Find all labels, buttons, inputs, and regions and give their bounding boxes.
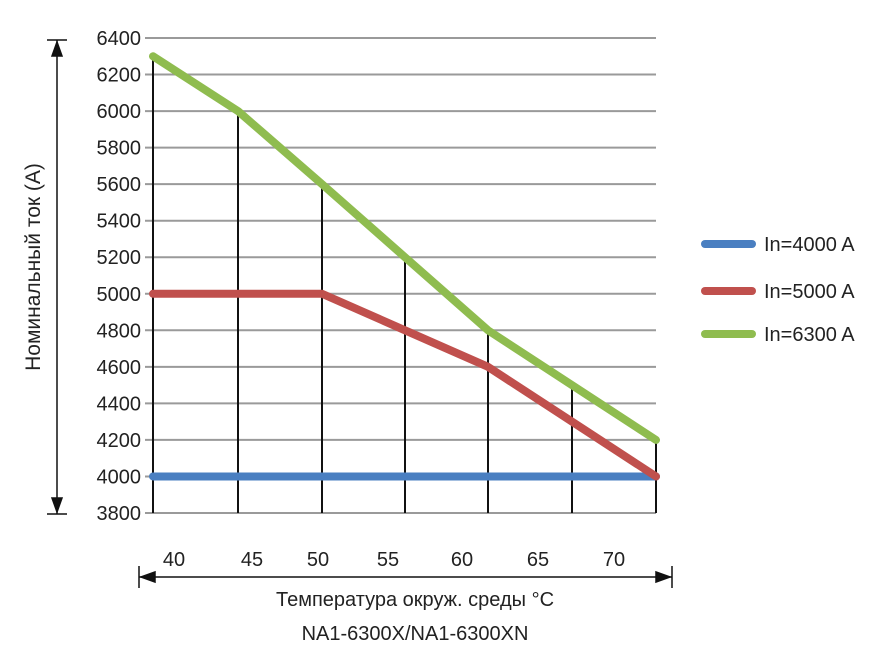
y-tick-label: 6400 [97, 28, 142, 50]
x-tick-labels: 40 45 50 55 60 65 70 [163, 549, 625, 571]
y-axis-arrow [47, 39, 67, 515]
y-tick-labels: 3800 4000 4200 4400 4600 4800 5000 5200 5400 5600… [97, 28, 142, 525]
y-tick-label: 6000 [97, 101, 142, 123]
x-tick-label: 55 [377, 549, 399, 571]
data-point [569, 382, 575, 388]
x-axis-arrow [138, 566, 673, 588]
y-tick-label: 4600 [97, 357, 142, 379]
data-point [569, 419, 575, 425]
data-point [485, 473, 491, 479]
data-point [485, 364, 491, 370]
x-axis-label: Температура окруж. среды °C [276, 589, 554, 611]
data-point [150, 473, 156, 479]
grid-lines [145, 37, 656, 514]
data-point [235, 473, 241, 479]
x-tick-label: 50 [307, 549, 329, 571]
data-point [319, 181, 325, 187]
legend-label: In=4000 A [764, 234, 855, 256]
x-tick-label: 60 [451, 549, 473, 571]
x-tick-label: 65 [527, 549, 549, 571]
data-point [235, 291, 241, 297]
y-tick-label: 5400 [97, 211, 142, 233]
data-point [653, 437, 659, 443]
data-point [235, 108, 241, 114]
y-tick-label: 4400 [97, 393, 142, 415]
data-point [150, 53, 156, 59]
legend: In=4000 A In=5000 A In=6300 A [701, 234, 855, 346]
y-tick-label: 4200 [97, 430, 142, 452]
y-tick-label: 6200 [97, 65, 142, 87]
data-point [319, 473, 325, 479]
y-tick-label: 4800 [97, 320, 142, 342]
legend-label: In=5000 A [764, 281, 855, 303]
x-tick-label: 45 [241, 549, 263, 571]
data-point [402, 254, 408, 260]
data-point [485, 327, 491, 333]
series-lines [149, 52, 660, 481]
y-axis-label: Номинальный ток (А) [22, 163, 45, 371]
legend-label: In=6300 A [764, 324, 855, 346]
data-point [402, 473, 408, 479]
y-tick-label: 3800 [97, 503, 142, 525]
data-point [150, 291, 156, 297]
temperature-guide-lines [152, 56, 657, 513]
y-tick-label: 5200 [97, 247, 142, 269]
y-tick-label: 4000 [97, 466, 142, 488]
data-point [569, 473, 575, 479]
chart-caption: NA1-6300X/NA1-6300XN [302, 623, 529, 645]
y-tick-label: 5000 [97, 284, 142, 306]
data-point [319, 291, 325, 297]
data-point [402, 327, 408, 333]
x-tick-label: 40 [163, 549, 185, 571]
y-tick-label: 5600 [97, 174, 142, 196]
x-tick-label: 70 [603, 549, 625, 571]
data-point [653, 473, 659, 479]
y-tick-label: 5800 [97, 138, 142, 160]
